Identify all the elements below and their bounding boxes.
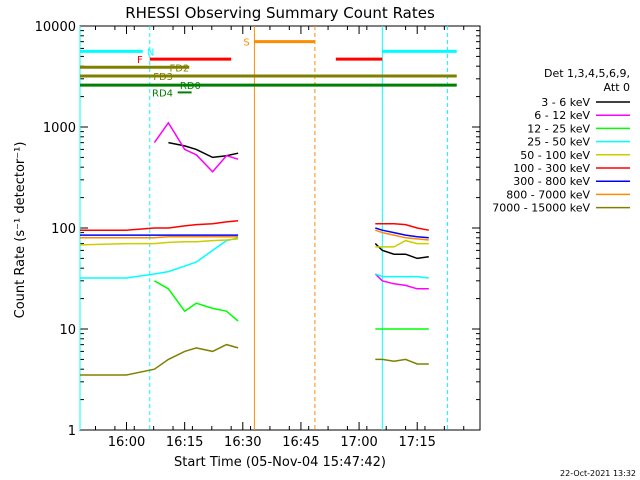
series-line-9 [80,343,429,376]
legend-entry-label: 100 - 300 keV [513,162,590,175]
y-tick-label: 1000 [43,121,76,136]
legend-entry-label: 25 - 50 keV [527,136,590,149]
legend-entry-label: 50 - 100 keV [520,149,590,162]
x-tick-label: 17:00 [340,435,377,450]
series-line-3 [154,280,429,330]
plot-area: 1 10 100 1000 10000 16:00 16:15 16:30 16:45 17:00… [35,20,630,450]
x-tick-label: 17:15 [398,435,435,450]
flag-label: RD4 [152,88,173,99]
legend-entry-label: 3 - 6 keV [541,96,590,109]
flag-label: FD2 [169,63,189,74]
x-tick-label: 16:15 [166,435,203,450]
y-tick-label: 10000 [35,20,76,35]
legend-title-line-2: Att 0 [604,81,630,94]
legend-entry-label: 7000 - 15000 keV [492,202,590,215]
y-tick-label: 10 [59,323,76,338]
y-axis-label: Count Rate (s⁻¹ detector⁻¹) [13,142,28,319]
series-line-7 [80,227,429,239]
x-tick-label: 16:30 [224,435,261,450]
flag-label: S [243,38,249,49]
y-tick-label: 100 [51,222,76,237]
footer-timestamp: 22-Oct-2021 13:32 [560,469,636,478]
flag-label: N [147,47,154,58]
flag-label: RD0 [180,81,201,92]
legend-entry-label: 800 - 7000 keV [506,188,590,201]
flag-label: F [137,55,143,66]
series-line-2 [153,121,429,290]
flag-label: FD3 [153,72,173,83]
series-line-6 [80,219,429,231]
x-tick-label: 16:45 [282,435,319,450]
chart-title: RHESSI Observing Summary Count Rates [125,4,435,22]
legend-entry-label: 300 - 800 keV [513,175,590,188]
legend-entry-label: 12 - 25 keV [527,122,590,135]
y-tick-label: 1 [68,424,76,439]
legend-title-line-1: Det 1,3,4,5,6,9, [544,67,630,80]
series-line-8 [80,229,429,241]
series-line-5 [79,238,429,248]
legend-entry-label: 6 - 12 keV [534,109,590,122]
series-line-4 [80,237,429,279]
x-axis-label: Start Time (05-Nov-04 15:47:42) [174,455,386,470]
x-tick-label: 16:00 [108,435,145,450]
